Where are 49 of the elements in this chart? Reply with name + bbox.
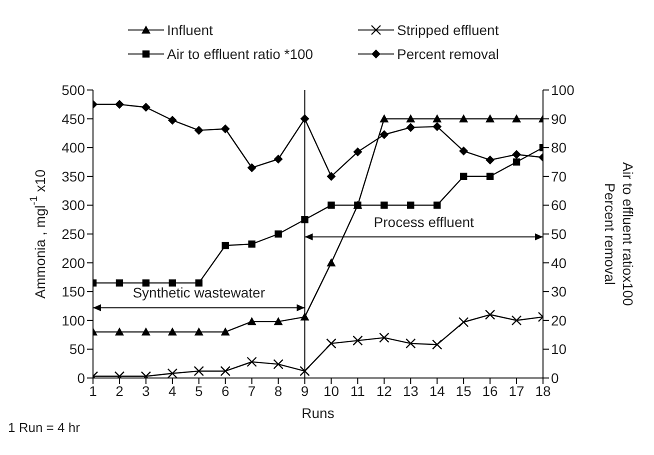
y2-tick-label: 100 [551,82,575,98]
y2-tick-label: 40 [551,254,567,271]
y2-tick-label: 70 [551,168,567,184]
x-tick-label: 3 [142,382,150,399]
x-tick-label: 4 [168,382,177,399]
y-tick-label: 300 [62,197,86,214]
annotation: Synthetic wastewater [132,284,266,301]
x-tick-label: 13 [402,382,419,399]
y-tick-label: 400 [62,140,86,156]
x-tick-label: 14 [429,382,446,399]
y2-tick-label: 30 [551,284,567,300]
y-tick-label: 200 [62,254,86,271]
y2-tick-label: 50 [551,226,567,242]
annotation: Process effluent [374,214,474,230]
x-tick-label: 17 [508,382,525,399]
y-tick-label: 250 [62,226,86,242]
x-tick-label: 9 [300,382,309,399]
x-tick-label: 6 [221,382,230,399]
y2-tick-label: 10 [551,341,567,358]
x-tick-label: 2 [116,382,124,399]
y-tick-label: 350 [62,168,86,184]
y2-tick-label: 0 [551,370,559,386]
x-tick-label: 15 [456,382,472,399]
y2-tick-label: 20 [551,312,567,328]
x-tick-label: 7 [248,382,256,399]
legend-label: Influent [167,22,213,38]
x-axis-title: Runs [302,405,334,421]
y-tick-label: 0 [77,370,86,386]
y2-tick-label: 60 [551,197,567,214]
y2-axis-title: Air to effluent ratiox100 Percent removal [602,162,636,306]
legend-label: Stripped effluent [397,22,499,38]
y2-tick-label: 90 [551,110,567,127]
y-tick-label: 100 [62,312,86,328]
y-tick-label: 500 [62,82,86,98]
x-tick-label: 12 [376,382,392,399]
x-tick-label: 8 [274,382,282,399]
x-tick-label: 16 [482,382,498,399]
legend-label: Air to effluent ratio *100 [167,46,314,62]
y-tick-label: 50 [69,341,86,358]
x-tick-label: 5 [194,382,203,399]
x-tick-label: 1 [89,382,98,399]
y-tick-label: 150 [62,284,86,300]
x-tick-label: 10 [323,382,340,399]
x-tick-label: 11 [350,382,366,399]
legend-label: Percent removal [397,46,499,62]
x-tick-label: 18 [535,382,551,399]
text: 1 Run = 4 hr [8,420,80,435]
y2-tick-label: 80 [551,140,567,156]
y-tick-label: 450 [62,110,86,127]
